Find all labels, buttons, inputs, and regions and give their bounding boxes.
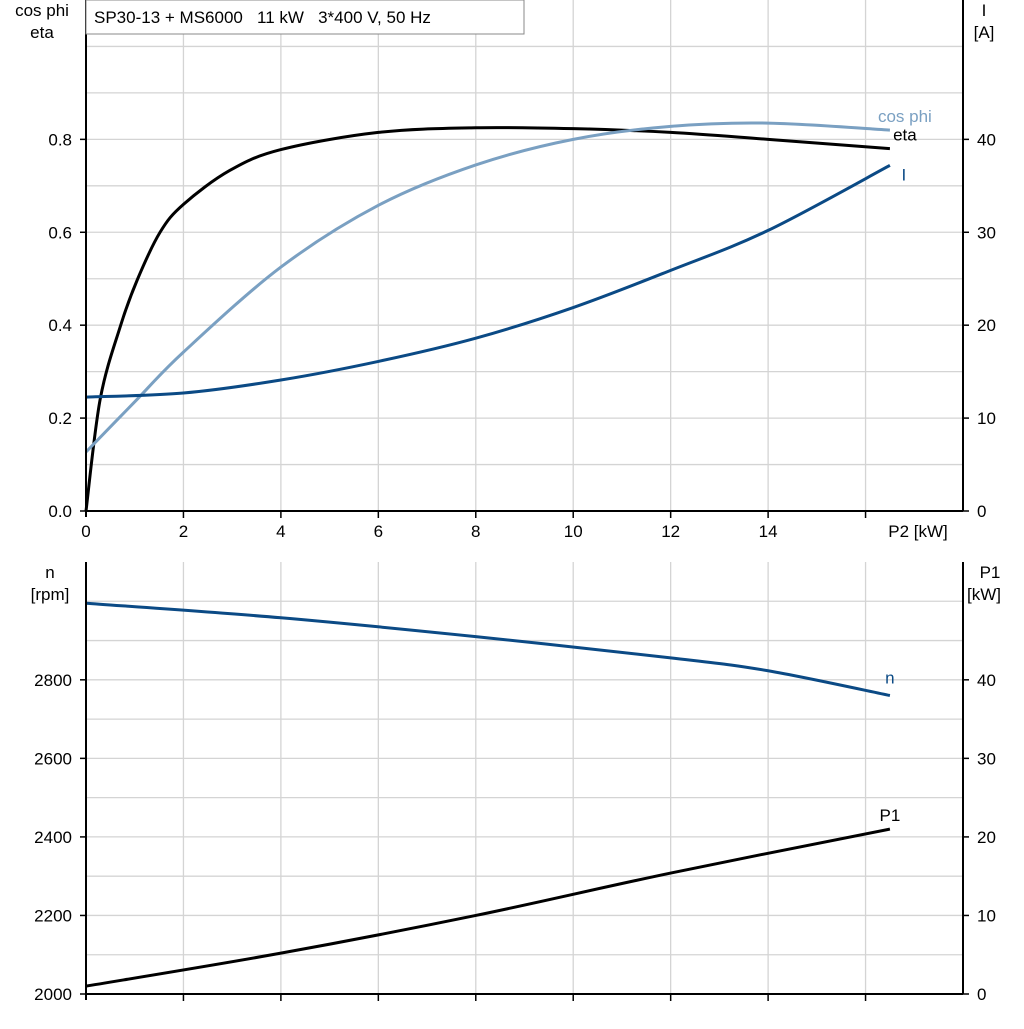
y-tick-label-left: 0.8	[48, 130, 72, 149]
series-label-P1: P1	[880, 806, 901, 825]
series-label-eta: eta	[893, 126, 917, 145]
y-tick-label-left: 2600	[34, 749, 72, 768]
y-tick-label-right: 10	[977, 906, 996, 925]
curve-I	[85, 164, 891, 399]
x-tick-label: 10	[564, 522, 583, 541]
chart-title: SP30-13 + MS6000 11 kW 3*400 V, 50 Hz	[94, 8, 431, 27]
x-tick-label: 2	[179, 522, 188, 541]
y-tick-label-right: 30	[977, 223, 996, 242]
curve-n	[85, 601, 891, 697]
y-axis-label-left: [rpm]	[31, 585, 70, 604]
y-tick-label-right: 30	[977, 749, 996, 768]
x-tick-label: 14	[759, 522, 778, 541]
y-axis-label-right: [A]	[974, 23, 995, 42]
y-tick-label-left: 0.4	[48, 316, 72, 335]
series-label-I: I	[902, 165, 907, 184]
y-axis-label-right: [kW]	[967, 585, 1001, 604]
y-tick-label-left: 0.6	[48, 223, 72, 242]
y-tick-label-right: 10	[977, 409, 996, 428]
y-tick-label-right: 0	[977, 985, 986, 1004]
y-tick-label-right: 20	[977, 828, 996, 847]
series-label-cos-phi: cos phi	[878, 107, 932, 126]
y-axis-label-left: eta	[30, 23, 54, 42]
curve-P1	[85, 827, 891, 988]
x-tick-label: 6	[374, 522, 383, 541]
series-label-n: n	[885, 669, 894, 688]
y-tick-label-right: 40	[977, 130, 996, 149]
y-tick-label-left: 2000	[34, 985, 72, 1004]
y-tick-label-left: 2200	[34, 906, 72, 925]
y-axis-label-right: I	[982, 1, 987, 20]
y-axis-label-right: P1	[980, 563, 1001, 582]
y-tick-label-right: 40	[977, 671, 996, 690]
y-tick-label-right: 0	[977, 502, 986, 521]
x-axis-label: P2 [kW]	[888, 522, 948, 541]
y-axis-label-left: cos phi	[15, 1, 69, 20]
x-tick-label: 0	[81, 522, 90, 541]
curve-cos-phi	[84, 121, 891, 454]
title-box	[85, 0, 525, 35]
x-tick-label: 12	[661, 522, 680, 541]
y-axis-label-left: n	[45, 563, 54, 582]
y-tick-label-left: 2400	[34, 828, 72, 847]
y-tick-label-left: 0.0	[48, 502, 72, 521]
x-tick-label: 8	[471, 522, 480, 541]
y-tick-label-right: 20	[977, 316, 996, 335]
curve-eta	[84, 126, 891, 512]
y-tick-label-left: 2800	[34, 671, 72, 690]
y-tick-label-left: 0.2	[48, 409, 72, 428]
x-tick-label: 4	[276, 522, 285, 541]
